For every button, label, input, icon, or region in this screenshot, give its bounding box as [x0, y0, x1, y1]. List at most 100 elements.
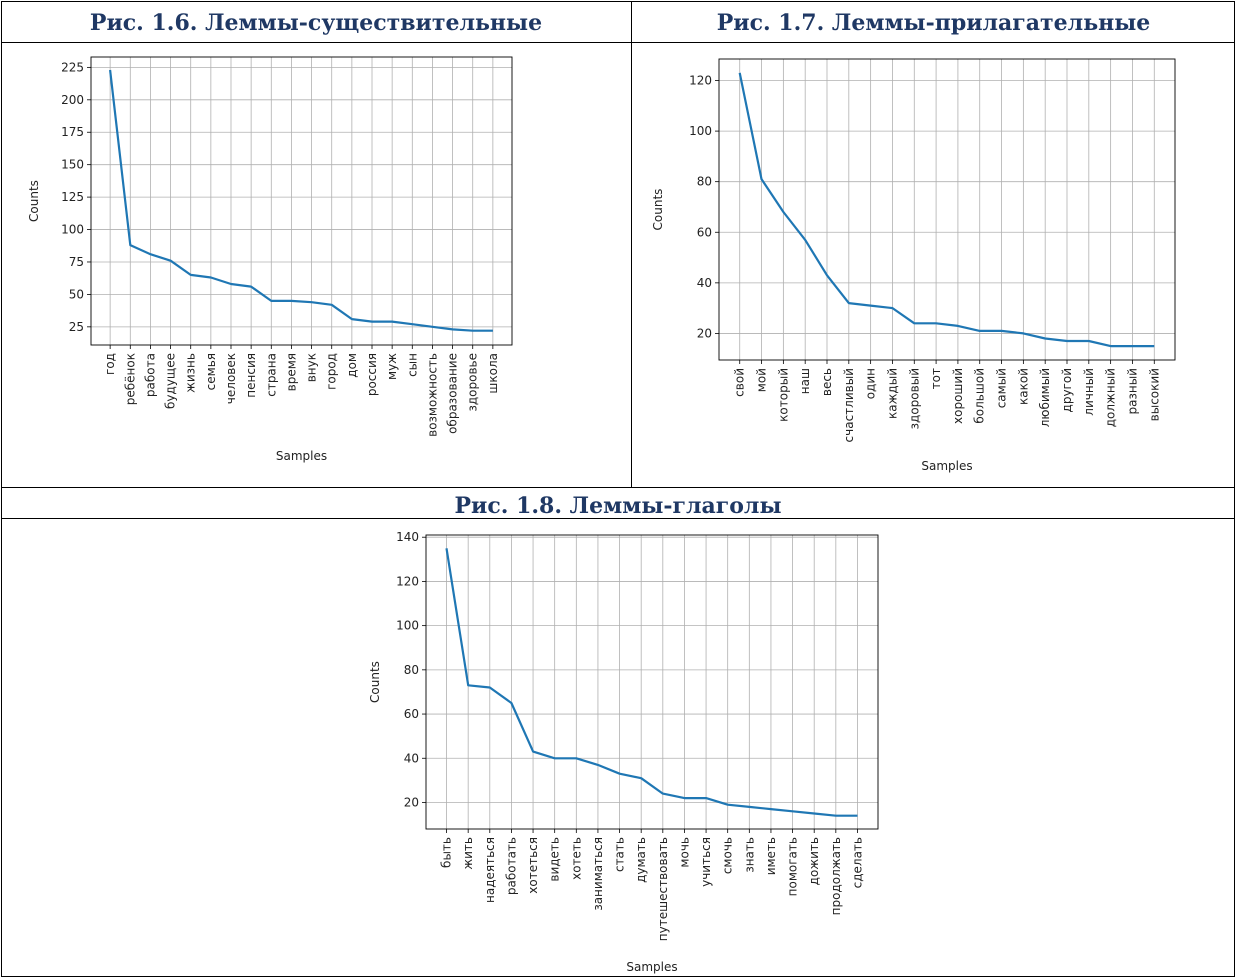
x-tick-label: работать: [504, 837, 518, 895]
x-tick-label: семья: [204, 353, 218, 390]
fig-1-8-title: Рис. 1.8. Леммы-глаголы: [454, 493, 782, 519]
table-col-divider: [631, 1, 632, 488]
y-axis-label: Counts: [27, 180, 41, 222]
x-tick-label: высокий: [1147, 368, 1161, 421]
x-axis-label: Samples: [276, 449, 327, 463]
y-tick-label: 20: [404, 795, 419, 809]
y-tick-label: 20: [697, 326, 712, 340]
x-tick-label: будущее: [164, 353, 178, 409]
y-tick-label: 80: [697, 175, 712, 189]
x-tick-label: надеяться: [483, 837, 497, 903]
x-tick-label: человек: [224, 353, 238, 404]
y-tick-label: 40: [697, 276, 712, 290]
x-tick-label: весь: [820, 368, 834, 396]
y-tick-label: 60: [404, 707, 419, 721]
x-tick-label: хотеть: [569, 837, 583, 880]
x-tick-label: год: [103, 353, 117, 375]
x-tick-label: иметь: [764, 837, 778, 875]
x-tick-label: продолжать: [829, 837, 843, 915]
x-tick-label: хотеться: [526, 837, 540, 894]
y-tick-label: 100: [61, 223, 84, 237]
x-tick-label: должный: [1104, 368, 1118, 427]
x-tick-label: жизнь: [184, 353, 198, 393]
table-header-divider-1: [1, 42, 1235, 43]
x-tick-label: другой: [1060, 368, 1074, 412]
x-tick-label: тот: [929, 368, 943, 389]
x-tick-label: смочь: [721, 837, 735, 874]
x-tick-label: помогать: [786, 837, 800, 896]
x-tick-label: сын: [405, 353, 419, 377]
x-axis-label: Samples: [626, 960, 677, 974]
x-tick-label: здоровье: [466, 353, 480, 412]
x-tick-label: возможность: [425, 353, 439, 437]
x-tick-label: здоровый: [907, 368, 921, 429]
x-tick-label: образование: [446, 353, 460, 434]
x-tick-label: путешествовать: [656, 837, 670, 941]
x-tick-label: хороший: [951, 368, 965, 424]
x-tick-label: дом: [345, 353, 359, 378]
x-tick-label: личный: [1082, 368, 1096, 416]
y-tick-label: 40: [404, 751, 419, 765]
y-tick-label: 60: [697, 225, 712, 239]
x-tick-label: сделать: [850, 837, 864, 888]
y-tick-label: 225: [61, 60, 84, 74]
x-tick-label: знать: [742, 837, 756, 873]
x-tick-label: мочь: [677, 837, 691, 868]
y-tick-label: 120: [396, 574, 419, 588]
x-tick-label: видеть: [548, 837, 562, 882]
data-series-line: [738, 72, 1155, 348]
plot-frame: [718, 58, 1176, 361]
plot-frame: [90, 56, 513, 346]
x-tick-label: дожить: [807, 837, 821, 885]
x-tick-label: внук: [305, 353, 319, 382]
x-axis-label: Samples: [921, 459, 972, 473]
x-tick-label: мой: [755, 368, 769, 392]
fig-1-6-title: Рис. 1.6. Леммы-существительные: [89, 10, 543, 36]
x-tick-label: жить: [461, 837, 475, 870]
x-tick-label: каждый: [885, 368, 899, 419]
x-tick-label: ребёнок: [123, 353, 137, 405]
data-series-line: [445, 548, 858, 817]
x-tick-label: наш: [798, 368, 812, 394]
x-tick-label: страна: [264, 353, 278, 397]
x-tick-label: работа: [143, 353, 157, 397]
y-axis-label: Counts: [368, 661, 382, 703]
x-tick-label: время: [284, 353, 298, 391]
x-tick-label: россия: [365, 353, 379, 396]
x-tick-label: стать: [613, 837, 627, 872]
x-tick-label: счастливый: [842, 368, 856, 442]
x-tick-label: какой: [1016, 368, 1030, 405]
y-tick-label: 120: [689, 74, 712, 88]
x-tick-label: разный: [1125, 368, 1139, 414]
y-tick-label: 100: [689, 124, 712, 138]
y-tick-label: 80: [404, 663, 419, 677]
x-tick-label: любимый: [1038, 368, 1052, 427]
plot-frame: [425, 534, 879, 830]
x-tick-label: самый: [995, 368, 1009, 408]
fig-1-7-title: Рис. 1.7. Леммы-прилагательные: [716, 10, 1151, 36]
x-tick-label: заниматься: [591, 837, 605, 911]
x-tick-label: свой: [733, 368, 747, 397]
y-tick-label: 125: [61, 190, 84, 204]
y-tick-label: 150: [61, 158, 84, 172]
x-tick-label: большой: [973, 368, 987, 424]
y-tick-label: 200: [61, 93, 84, 107]
y-tick-label: 100: [396, 619, 419, 633]
table-row-divider: [1, 487, 1235, 488]
y-tick-label: 25: [69, 320, 84, 334]
y-tick-label: 50: [69, 287, 84, 301]
x-tick-label: думать: [634, 837, 648, 883]
y-tick-label: 140: [396, 530, 419, 544]
x-tick-label: школа: [486, 353, 500, 394]
x-tick-label: один: [864, 368, 878, 399]
table-row-divider-2: [1, 518, 1235, 519]
x-tick-label: город: [325, 353, 339, 390]
x-tick-label: который: [776, 368, 790, 422]
x-tick-label: быть: [440, 837, 454, 868]
y-tick-label: 175: [61, 125, 84, 139]
x-tick-label: учиться: [699, 837, 713, 887]
